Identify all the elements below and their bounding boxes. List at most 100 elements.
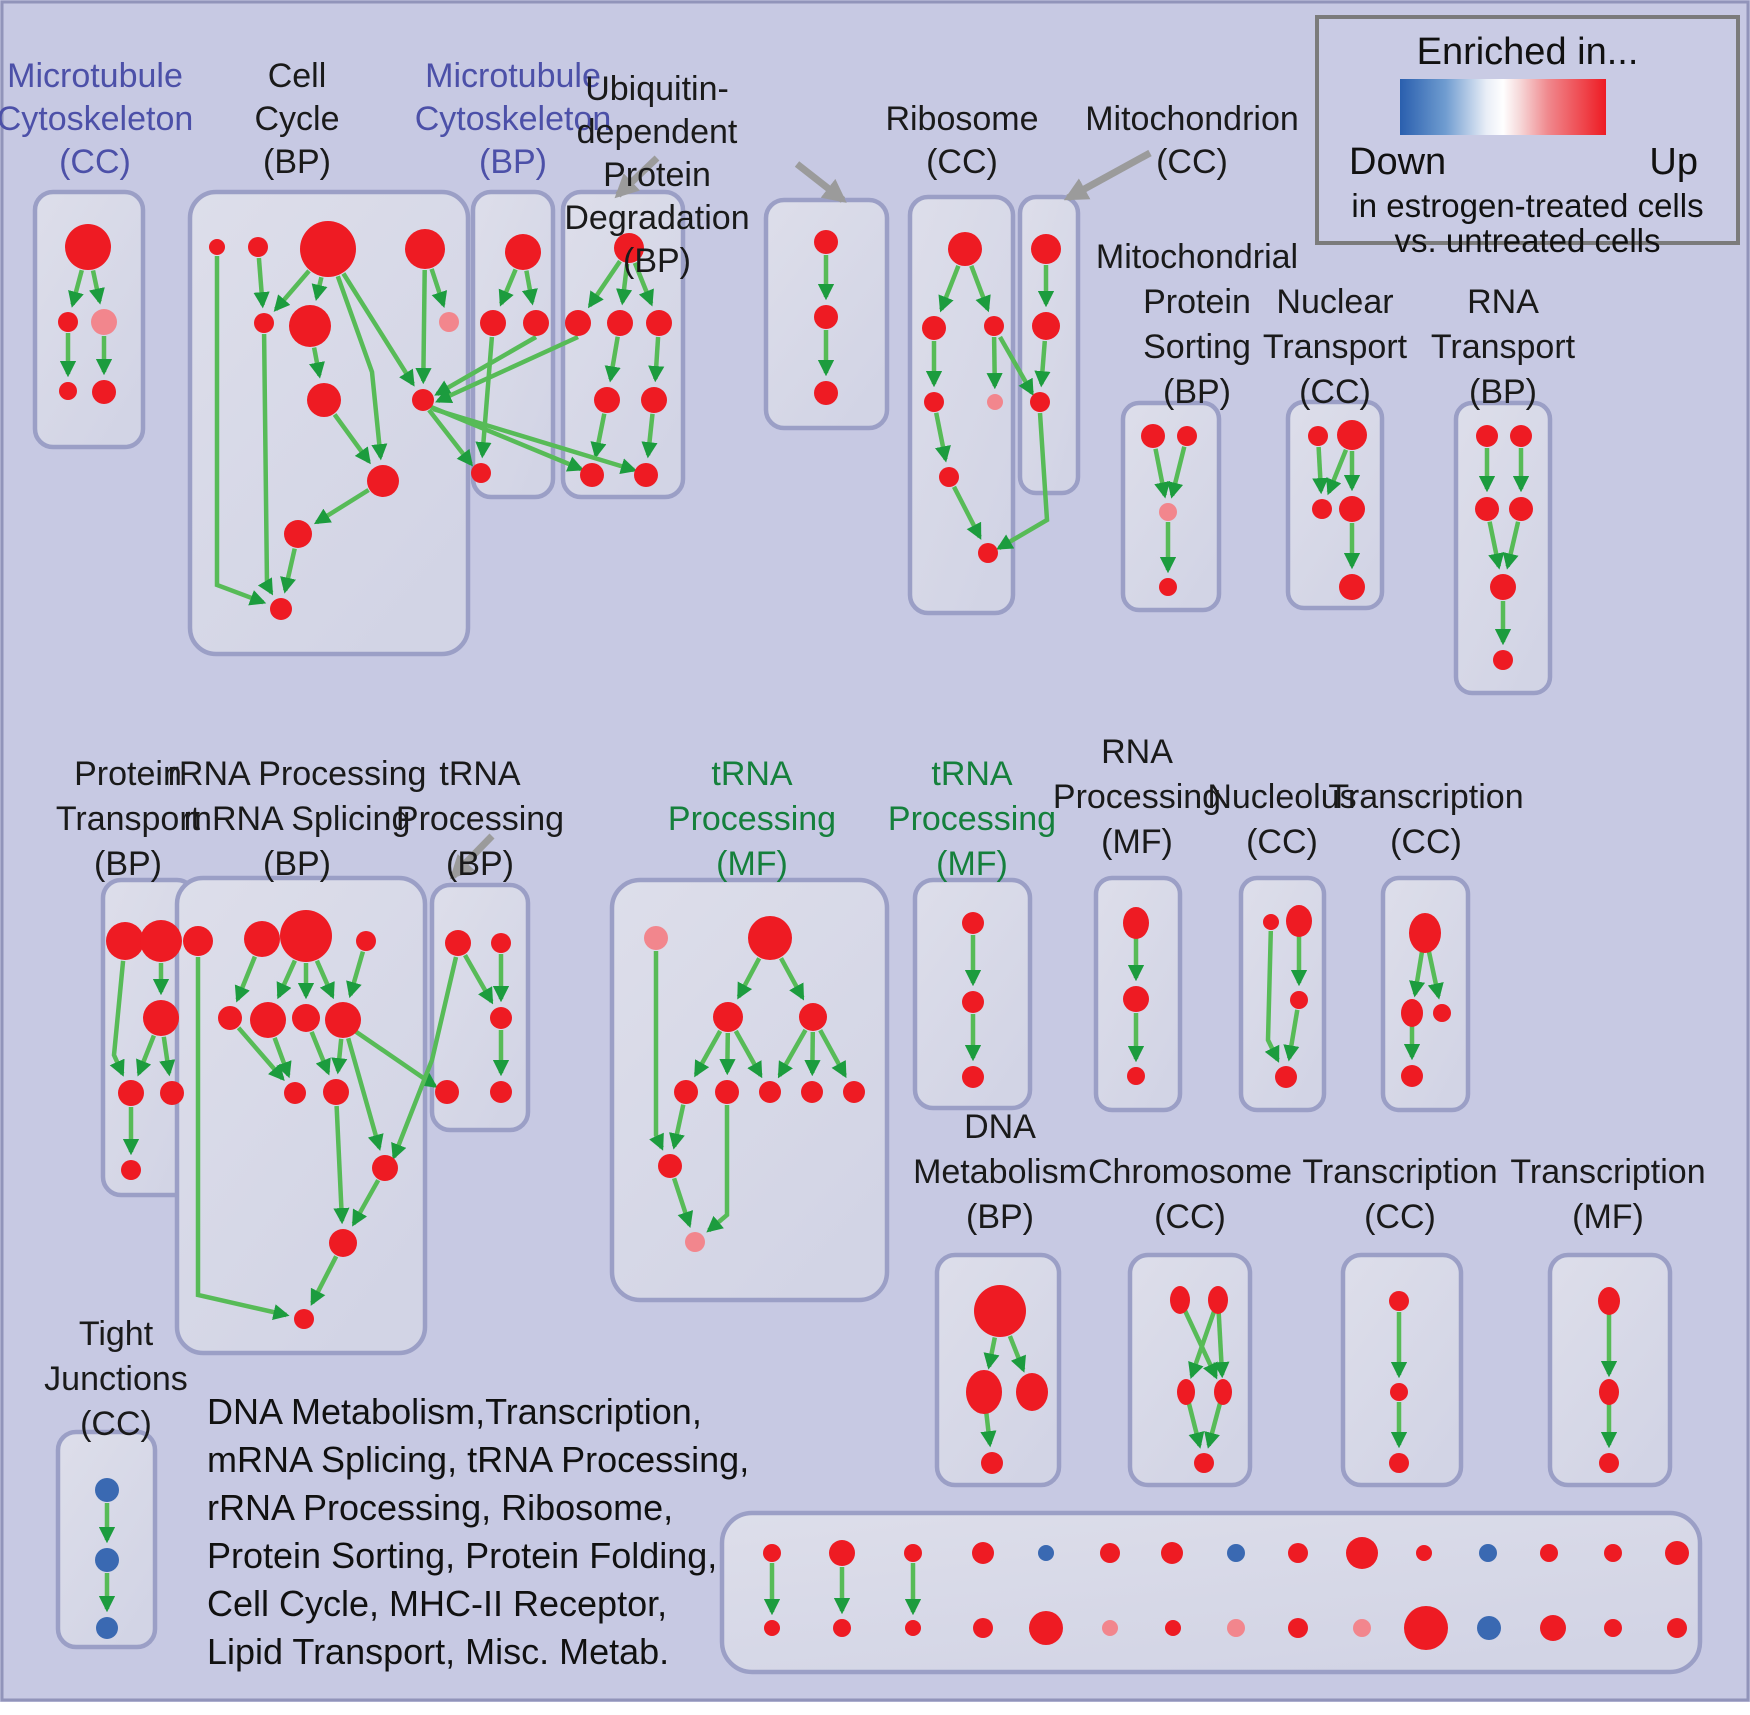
go-term-node-trna-processing-mf-large-0: [644, 926, 668, 950]
go-term-node-ubiquitin-degradation-bp-3: [646, 310, 672, 336]
go-term-node-ubiquitin-degradation-bp-2: [607, 310, 633, 336]
go-term-node-misc-terms-12: [1540, 1544, 1558, 1562]
edge-ubiquitin-degradation-bp: [641, 413, 658, 459]
go-term-node-nuclear-transport-cc-4: [1339, 574, 1365, 600]
legend-down-label: Down: [1349, 141, 1447, 183]
go-term-node-mitochondrial-protein-sorting-bp-3: [1159, 578, 1177, 596]
cluster-box-dna-metabolism-bp: [934, 1252, 1062, 1488]
go-term-node-trna-processing-mf-large-3: [799, 1003, 827, 1031]
edge-cell-cycle-bp: [313, 488, 370, 525]
cross-edge: [996, 412, 1050, 550]
edge-ribosome-cc: [938, 264, 961, 313]
edge-ubiquitin-degradation-bp: [590, 413, 607, 459]
go-term-node-cell-cycle-bp-8: [412, 389, 434, 411]
cluster-box-microtubule-cytoskeleton-cc: [32, 189, 146, 450]
edge-dna-metabolism-bp: [980, 1410, 997, 1448]
go-term-node-microtubule-cytoskeleton-cc-2: [91, 309, 117, 335]
mitochondrion-callout-icon: [1063, 149, 1152, 202]
edge-microtubule-cytoskeleton-bp: [521, 270, 538, 306]
cross-edge: [435, 334, 579, 404]
go-term-node-mitochondrial-protein-sorting-bp-2: [1159, 503, 1177, 521]
cluster-box-transcription-cc-lower: [1340, 1252, 1464, 1488]
go-term-node-trna-processing-bp-1: [491, 933, 511, 953]
go-term-node-protein-transport-bp-5: [121, 1160, 141, 1180]
edge-cell-cycle-bp: [332, 413, 371, 465]
cluster-box-microtubule-cytoskeleton-bp: [470, 189, 556, 500]
edge-trna-processing-mf-large: [671, 1177, 694, 1228]
go-term-node-transcription-mf-1: [1599, 1379, 1619, 1405]
go-term-node-ribosome-cc-4: [987, 394, 1003, 410]
go-term-node-ubiquitin-degradation-bp-0: [614, 233, 644, 263]
go-term-node-cell-cycle-bp-11: [270, 598, 292, 620]
go-term-node-chromosome-cc-1: [1208, 1286, 1228, 1314]
go-term-node-rrna-processing-mrna-splicing-bp-10: [372, 1155, 398, 1181]
go-term-node-nuclear-transport-cc-0: [1308, 426, 1328, 446]
go-term-node-transcription-cc-upper-2: [1433, 1004, 1451, 1022]
edge-microtubule-cytoskeleton-bp: [498, 268, 518, 307]
go-term-node-mitochondrion-cc-2: [1030, 392, 1050, 412]
cross-edge: [427, 408, 473, 467]
go-term-node-microtubule-cytoskeleton-bp-1: [480, 310, 506, 336]
misc-text-line-3: Protein Sorting, Protein Folding,: [207, 1535, 718, 1576]
go-term-node-rna-processing-mf-2: [1127, 1067, 1145, 1085]
edge-rrna-processing-mrna-splicing-bp: [351, 1179, 381, 1227]
go-term-node-misc-terms-14: [1665, 1541, 1689, 1565]
go-term-node-misc-terms-6: [1161, 1542, 1183, 1564]
edge-nuclear-transport-cc: [1326, 448, 1349, 496]
go-term-node-dna-metabolism-bp-2: [1016, 1373, 1048, 1411]
go-term-node-microtubule-cytoskeleton-bp-0: [505, 234, 541, 270]
edge-transcription-cc-upper: [1426, 949, 1444, 1000]
go-term-node-misc-terms-15: [764, 1620, 780, 1636]
legend-title: Enriched in...: [1416, 31, 1639, 73]
go-term-node-trna-processing-mf-large-4: [674, 1080, 698, 1104]
go-term-node-transcription-cc-upper-3: [1401, 1065, 1423, 1087]
go-term-node-misc-terms-7: [1227, 1544, 1245, 1562]
edge-ubiquitin-degradation-bp: [604, 336, 621, 383]
go-term-node-cell-cycle-bp-2: [300, 221, 356, 277]
go-term-node-misc-terms-24: [1353, 1619, 1371, 1637]
go-term-node-rna-processing-mf-1: [1123, 986, 1149, 1012]
edge-microtubule-cytoskeleton-cc: [68, 269, 84, 308]
edge-trna-processing-bp: [463, 953, 494, 1005]
go-term-node-ubiquitin-degradation-bp-7: [634, 463, 658, 487]
edge-rna-transport-bp: [1502, 521, 1521, 570]
go-term-node-cell-cycle-bp-0: [209, 239, 225, 255]
go-term-node-transcription-cc-upper-1: [1401, 999, 1423, 1027]
cross-edge: [391, 956, 459, 1161]
ubiquitin-callout-right-icon: [794, 161, 847, 203]
go-term-node-trna-processing-mf-large-7: [801, 1081, 823, 1103]
go-term-node-ubiquitin-degradation-bp-1: [565, 310, 591, 336]
edge-microtubule-cytoskeleton-cc: [88, 270, 105, 305]
go-term-node-ribosome-cc-5: [939, 467, 959, 487]
go-term-node-ubiquitin-degradation-bp-5: [641, 387, 667, 413]
go-term-node-microtubule-cytoskeleton-cc-0: [65, 224, 111, 270]
edge-protein-transport-bp: [136, 1034, 156, 1077]
go-term-node-ribosome-cc-0: [948, 232, 982, 266]
go-term-node-misc-terms-13: [1604, 1544, 1622, 1562]
go-term-node-misc-terms-22: [1227, 1619, 1245, 1637]
cross-edge: [434, 335, 538, 396]
edge-dna-metabolism-bp: [1007, 1335, 1026, 1373]
legend-gradient-bar: [1400, 79, 1606, 135]
go-term-node-cell-cycle-bp-5: [289, 305, 331, 347]
go-term-node-trna-processing-bp-0: [445, 930, 471, 956]
go-term-node-misc-terms-20: [1102, 1620, 1118, 1636]
edge-mitochondrial-protein-sorting-bp: [1153, 448, 1171, 499]
edge-cell-cycle-bp: [311, 276, 328, 301]
go-term-node-rna-transport-bp-0: [1476, 425, 1498, 447]
edge-trna-processing-mf-large: [706, 1105, 730, 1233]
misc-text-line-4: Cell Cycle, MHC-II Receptor,: [207, 1583, 668, 1624]
go-term-node-ribosome-cc-1: [922, 316, 946, 340]
edge-trna-processing-mf-large: [649, 951, 664, 1151]
go-term-node-misc-terms-25: [1404, 1606, 1448, 1650]
go-term-node-trna-processing-mf-large-6: [759, 1081, 781, 1103]
cluster-box-mitochondrion-cc: [1017, 194, 1081, 496]
go-term-node-misc-terms-11: [1479, 1544, 1497, 1562]
go-term-node-misc-terms-4: [1038, 1545, 1054, 1561]
go-term-node-nuclear-transport-cc-1: [1337, 420, 1367, 450]
go-term-node-cell-cycle-bp-4: [254, 313, 274, 333]
legend-box: Enriched in... Down Up in estrogen-treat…: [1315, 15, 1740, 259]
go-term-node-rrna-processing-mrna-splicing-bp-9: [323, 1079, 349, 1105]
